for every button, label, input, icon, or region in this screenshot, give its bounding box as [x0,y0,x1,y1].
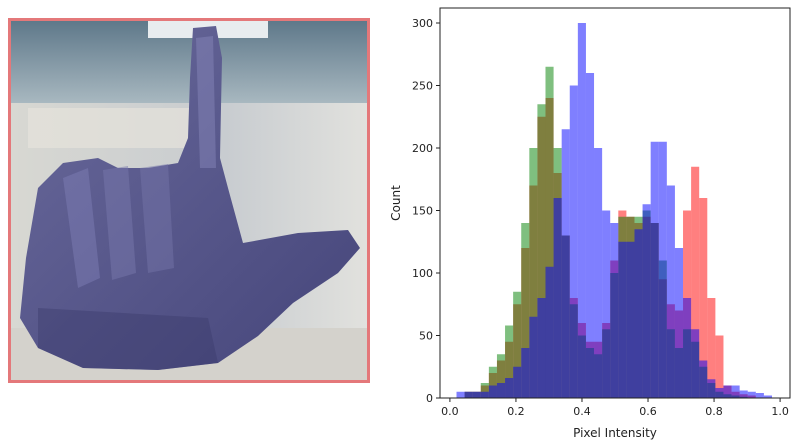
histogram-bars [456,23,773,398]
histogram-bar-series-3-bin-6 [505,378,514,398]
histogram-bar-series-1-bin-31 [707,298,716,398]
histogram-bar-series-2-bin-11 [545,66,554,398]
histogram-bar-series-3-bin-0 [456,391,465,398]
histogram-bar-series-2-bin-8 [521,223,530,398]
y-tick-label: 0 [426,392,433,405]
y-axis-ticks: 0 50 100 150 200 250 300 [412,17,440,405]
histogram-bar-series-3-bin-21 [626,241,635,398]
histogram-bar-series-3-bin-26 [666,185,675,398]
histogram-bar-series-3-bin-37 [755,393,764,398]
histogram-bar-series-3-bin-38 [763,395,773,398]
histogram-bar-series-3-bin-30 [699,360,708,398]
histogram-bar-series-3-bin-9 [529,316,538,398]
histogram-bar-series-2-bin-9 [529,148,538,398]
histogram-bar-series-3-bin-1 [464,391,473,398]
y-axis-label: Count [389,185,403,221]
x-tick-label: 0.6 [639,405,657,418]
histogram-bar-series-3-bin-4 [488,385,497,398]
histogram-bar-series-3-bin-16 [585,73,595,398]
histogram-bar-series-3-bin-13 [561,129,570,398]
x-axis-label: Pixel Intensity [573,426,657,440]
x-tick-label: 1.0 [771,405,789,418]
histogram-bar-series-2-bin-6 [505,325,514,398]
histogram-bar-series-3-bin-25 [658,141,667,398]
histogram-bar-series-3-bin-3 [480,391,489,398]
histogram-bar-series-2-bin-5 [496,354,506,398]
x-tick-label: 0.2 [507,405,524,418]
histogram-bar-series-3-bin-8 [521,348,530,398]
hand-sign-icon [8,18,370,383]
x-axis-ticks: 0.0 0.2 0.4 0.6 0.8 1.0 [441,398,789,418]
histogram-bar-series-3-bin-24 [650,141,659,398]
histogram-bar-series-3-bin-15 [577,23,586,398]
histogram-bar-series-3-bin-5 [496,383,506,398]
histogram-bar-series-2-bin-7 [513,291,522,398]
histogram-bar-series-2-bin-4 [488,366,497,398]
pixel-intensity-histogram: 0.0 0.2 0.4 0.6 0.8 1.0 0 50 100 150 200 250 300 Pi… [389,7,791,440]
histogram-bar-series-3-bin-28 [683,298,692,398]
histogram-bar-series-1-bin-32 [715,335,724,398]
histogram-bar-series-3-bin-7 [513,366,522,398]
y-tick-label: 300 [412,17,433,30]
histogram-bar-series-2-bin-10 [537,104,546,398]
histogram-bar-series-3-bin-2 [472,391,481,398]
histogram-bar-series-3-bin-17 [594,148,603,398]
histogram-bar-series-3-bin-33 [723,385,732,398]
histogram-bar-series-1-bin-30 [699,198,708,398]
y-tick-label: 100 [412,267,433,280]
histogram-bar-series-3-bin-18 [602,210,611,398]
plot-frame [439,7,791,399]
histogram-bar-series-3-bin-23 [642,204,651,398]
histogram-bar-series-3-bin-10 [537,298,546,398]
x-tick-label: 0.0 [441,405,459,418]
x-tick-label: 0.8 [705,405,723,418]
histogram-bar-series-3-bin-14 [569,85,578,398]
y-tick-label: 200 [412,142,433,155]
hand-thumbnail-image [8,18,370,383]
histogram-bar-series-3-bin-36 [747,391,756,398]
histogram-bar-series-3-bin-35 [739,390,748,398]
histogram-bar-series-3-bin-32 [715,388,724,398]
histogram-bar-series-3-bin-29 [691,329,700,398]
histogram-bar-series-3-bin-22 [634,229,643,398]
histogram-bar-series-3-bin-34 [731,385,740,398]
histogram-bar-series-3-bin-20 [618,241,627,398]
histogram-bar-series-3-bin-12 [553,198,562,398]
x-tick-label: 0.4 [573,405,591,418]
y-tick-label: 250 [412,80,433,93]
histogram-bar-series-3-bin-11 [545,266,554,398]
histogram-bar-series-2-bin-3 [480,383,489,398]
histogram-bar-series-3-bin-31 [707,379,716,398]
histogram-bar-series-3-bin-27 [674,248,684,398]
histogram-bar-series-3-bin-19 [610,223,619,398]
histogram-bar-series-1-bin-29 [691,166,700,398]
y-tick-label: 50 [419,330,433,343]
y-tick-label: 150 [412,205,433,218]
histogram-axes [439,7,791,399]
